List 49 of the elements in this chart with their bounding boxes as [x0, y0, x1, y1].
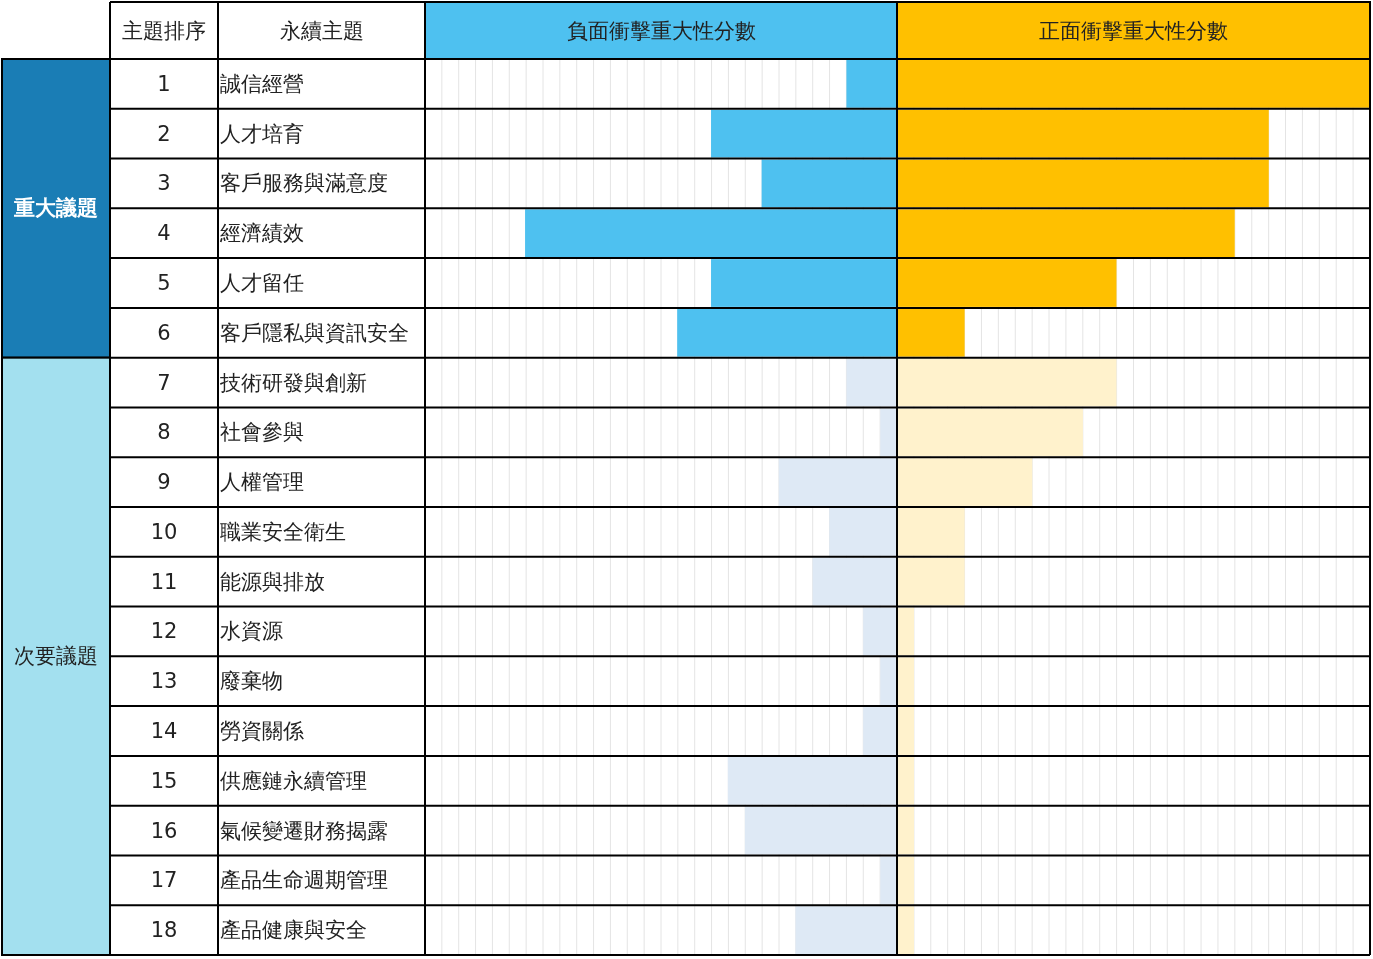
- y-tick-label: 14: [150, 719, 178, 743]
- chart-title: 正面衝擊重大性分數: [1039, 18, 1228, 43]
- y-tick-label: 客戶服務與滿意度: [220, 171, 388, 196]
- y-tick-label: 17: [150, 868, 178, 893]
- y-tick-label: 產品健康與安全: [220, 918, 367, 943]
- y-tick-label: 10: [150, 519, 178, 544]
- y-tick-label: 人才培育: [220, 121, 304, 146]
- y-tick-label: 5: [157, 271, 171, 295]
- y-tick-label: 經濟績效: [219, 221, 304, 246]
- y-tick-label: 3: [157, 171, 171, 196]
- bar: [897, 756, 915, 805]
- y-tick-label: 氣候變遷財務揭露: [220, 818, 388, 843]
- y-tick-label: 廢棄物: [220, 669, 283, 694]
- y-tick-label: 誠信經營: [220, 71, 304, 96]
- y-tick-label: 社會參與: [220, 420, 304, 445]
- text: 永續主題: [279, 18, 364, 43]
- y-tick-label: 12: [150, 619, 178, 644]
- bar: [846, 60, 897, 108]
- y-tick-label: 人才留任: [220, 271, 304, 295]
- y-tick-label: 13: [150, 669, 178, 694]
- y-tick-label: 18: [150, 918, 178, 943]
- text: 重大議題: [13, 196, 98, 221]
- y-tick-label: 產品生命週期管理: [220, 868, 388, 893]
- y-tick-label: 技術研發與創新: [219, 370, 367, 395]
- y-tick-label: 7: [157, 370, 171, 395]
- chart-title: 負面衝擊重大性分數: [566, 18, 756, 43]
- y-tick-label: 8: [157, 420, 171, 445]
- bar: [897, 906, 915, 954]
- y-tick-label: 15: [150, 768, 178, 793]
- bar: [846, 358, 897, 407]
- y-tick-label: 9: [157, 470, 171, 495]
- y-tick-label: 水資源: [220, 619, 283, 644]
- bar: [880, 408, 897, 457]
- y-tick-label: 11: [150, 569, 178, 594]
- y-tick-label: 4: [157, 221, 171, 246]
- y-tick-label: 1: [157, 71, 171, 96]
- y-tick-label: 人權管理: [220, 470, 304, 495]
- y-tick-label: 2: [157, 121, 171, 146]
- y-tick-label: 能源與排放: [220, 569, 325, 594]
- y-tick-label: 勞資關係: [220, 719, 304, 743]
- y-tick-label: 16: [150, 818, 178, 843]
- bar: [897, 308, 965, 357]
- text: 主題排序: [122, 18, 206, 43]
- y-tick-label: 供應鏈永續管理: [220, 768, 367, 793]
- y-tick-label: 職業安全衛生: [220, 519, 346, 544]
- y-tick-label: 客戶隱私與資訊安全: [220, 320, 409, 345]
- text: 次要議題: [14, 644, 98, 669]
- y-tick-label: 6: [157, 320, 171, 345]
- bar: [897, 806, 915, 855]
